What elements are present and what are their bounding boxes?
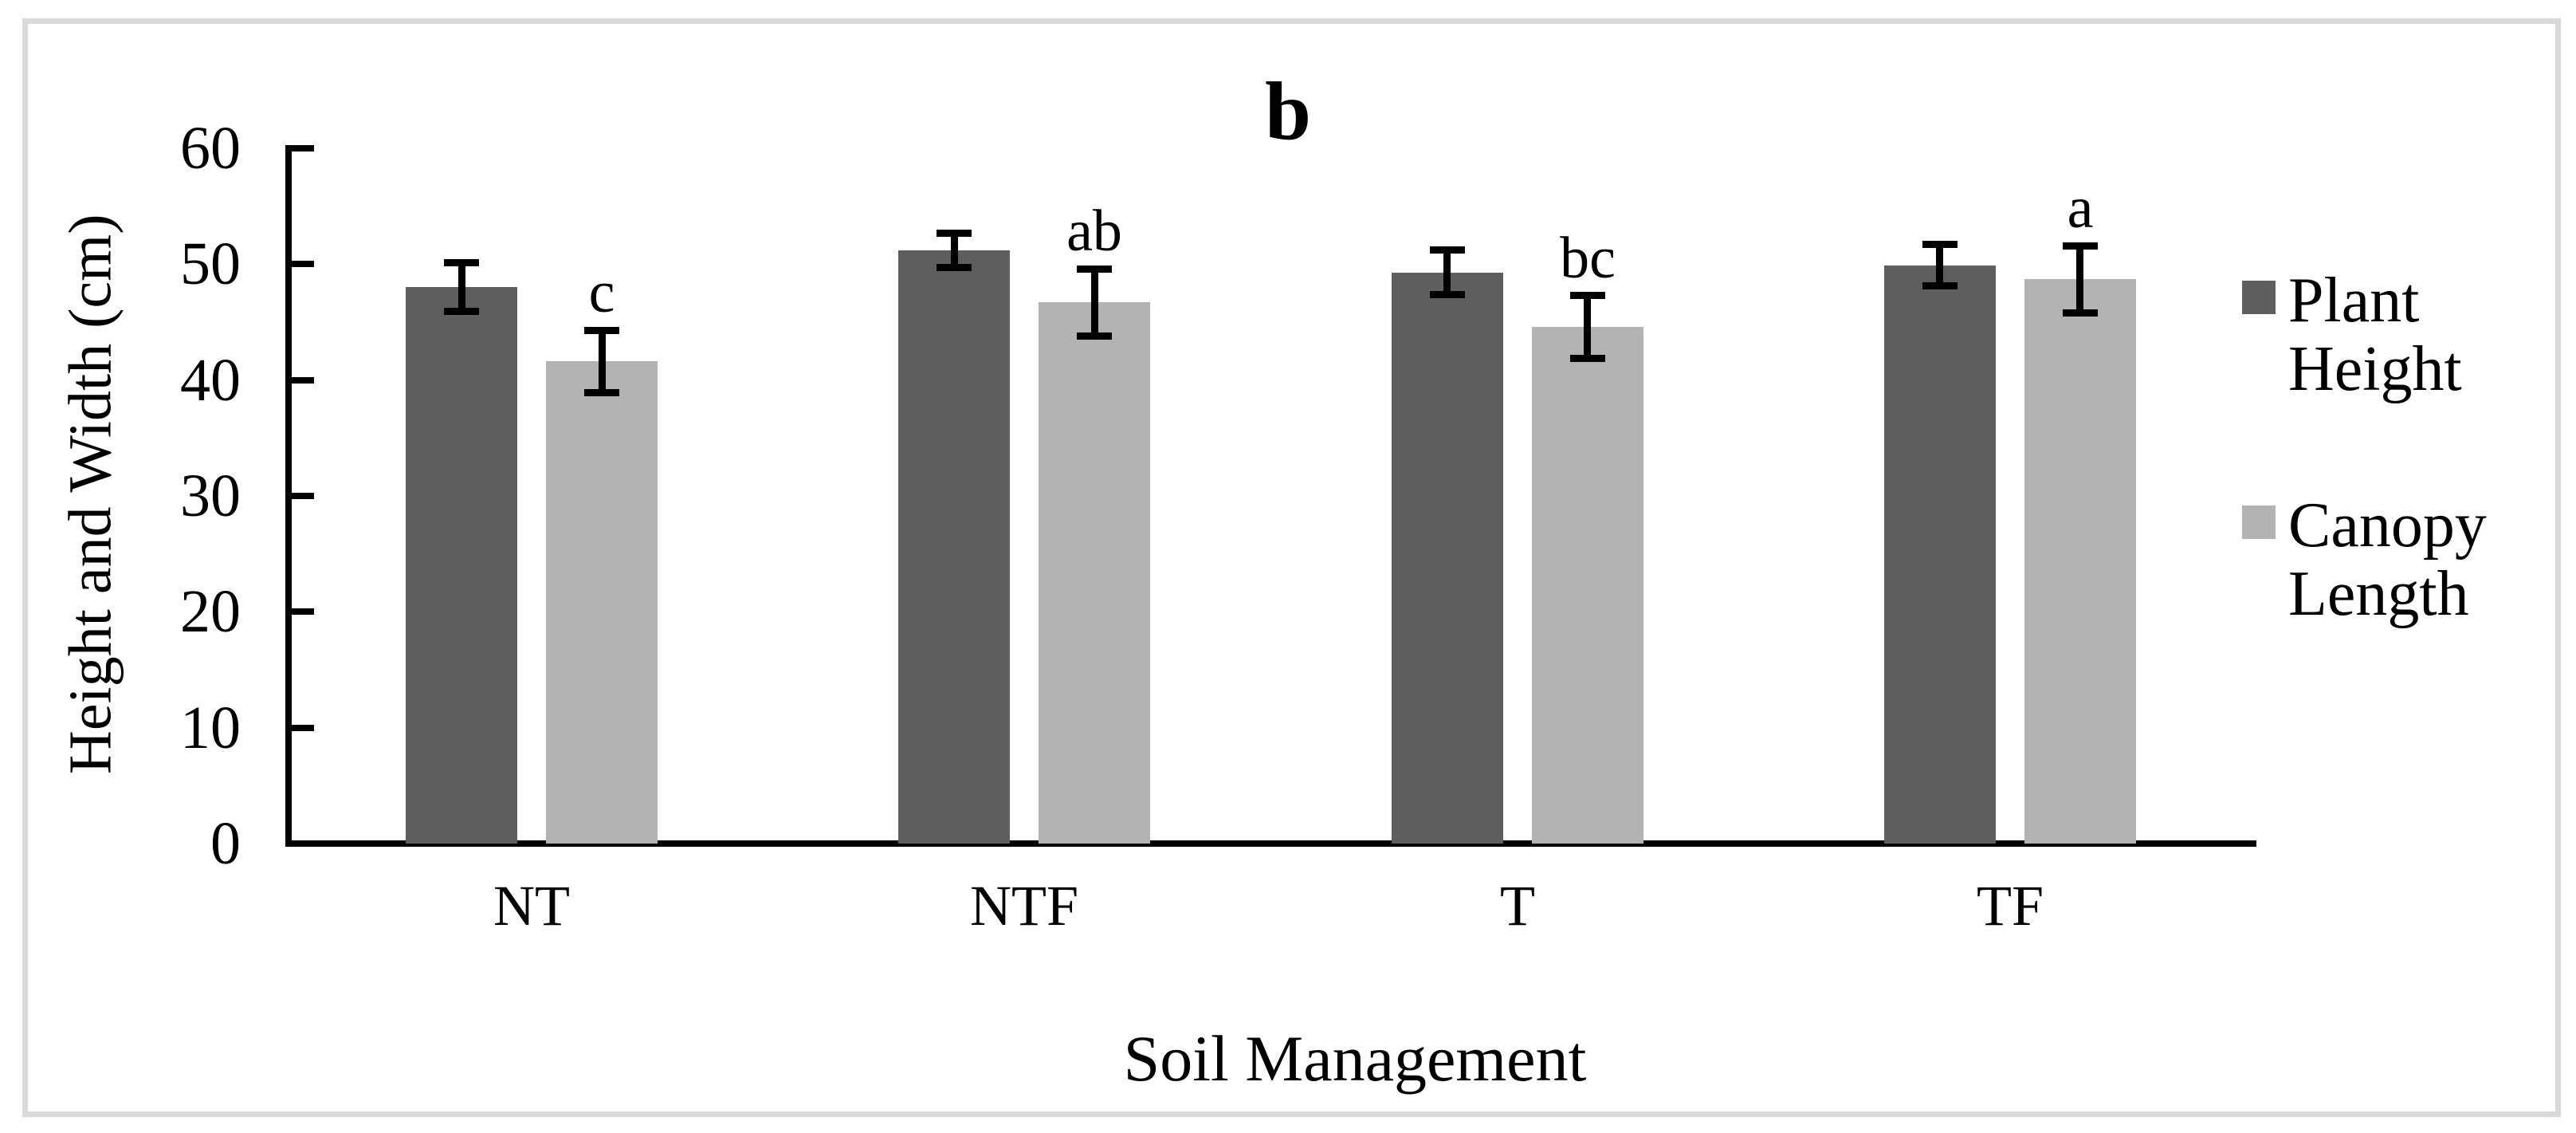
- significance-letter: bc: [1560, 226, 1616, 291]
- error-bar-cap-top: [1430, 246, 1465, 254]
- y-tick-label: 40: [180, 347, 241, 414]
- y-tick: [292, 377, 314, 384]
- bar-canopy-length: [2024, 279, 2136, 844]
- y-tick-label: 50: [180, 230, 241, 297]
- bar-plant-height: [1884, 266, 1996, 844]
- error-bar-cap-bottom: [1922, 282, 1958, 289]
- error-bar-line: [1584, 296, 1591, 358]
- bar-canopy-length: [1532, 327, 1643, 844]
- error-bar-line: [458, 263, 465, 312]
- x-category-label: NTF: [969, 874, 1079, 938]
- error-bar-cap-top: [584, 327, 619, 334]
- significance-letter: ab: [1066, 199, 1122, 264]
- error-bar-cap-bottom: [584, 389, 619, 396]
- chart-title: b: [1265, 65, 1311, 157]
- legend-label: Canopy Length: [2288, 490, 2487, 629]
- legend-swatch: [2242, 506, 2276, 539]
- y-axis-line: [285, 145, 292, 847]
- error-bar-cap-top: [937, 230, 972, 237]
- x-category-label: TF: [1976, 874, 2044, 938]
- y-tick-label: 30: [180, 462, 241, 529]
- error-bar-cap-bottom: [937, 264, 972, 271]
- legend-swatch: [2242, 281, 2276, 314]
- significance-letter: c: [588, 260, 615, 325]
- error-bar-cap-top: [1570, 292, 1605, 299]
- error-bar-line: [1091, 269, 1098, 336]
- error-bar-cap-top: [2063, 242, 2098, 250]
- y-tick-label: 60: [180, 115, 241, 182]
- significance-letter: a: [2067, 175, 2094, 241]
- y-tick: [292, 145, 314, 151]
- bar-plant-height: [406, 287, 517, 844]
- y-tick: [292, 261, 314, 267]
- error-bar-cap-bottom: [1430, 291, 1465, 298]
- error-bar-line: [1443, 250, 1451, 294]
- legend-label: Plant Height: [2288, 266, 2462, 404]
- x-category-label: NT: [493, 874, 570, 938]
- error-bar-cap-top: [1922, 241, 1958, 248]
- legend-item: Plant Height: [2242, 266, 2527, 403]
- error-bar-cap-bottom: [1077, 332, 1112, 340]
- error-bar-line: [2076, 246, 2083, 313]
- bar-canopy-length: [1039, 302, 1150, 844]
- legend-item: Canopy Length: [2242, 491, 2527, 628]
- error-bar-line: [1936, 245, 1943, 286]
- error-bar-line: [599, 330, 606, 392]
- figure-border: [22, 18, 2561, 1117]
- error-bar-cap-bottom: [444, 308, 479, 315]
- x-axis-line: [285, 840, 2256, 847]
- bar-plant-height: [1392, 273, 1503, 844]
- y-tick: [292, 608, 314, 615]
- y-tick: [292, 493, 314, 499]
- y-tick-label: 0: [210, 810, 241, 877]
- y-tick: [292, 725, 314, 731]
- bar-plant-height: [898, 250, 1010, 844]
- y-tick-label: 10: [180, 694, 241, 761]
- error-bar-cap-top: [444, 259, 479, 266]
- error-bar-cap-top: [1077, 266, 1112, 273]
- error-bar-cap-bottom: [1570, 355, 1605, 362]
- error-bar-line: [951, 233, 958, 268]
- error-bar-cap-bottom: [2063, 309, 2098, 317]
- x-axis-title: Soil Management: [1123, 1022, 1587, 1095]
- y-tick-label: 20: [180, 578, 241, 645]
- x-category-label: T: [1500, 874, 1535, 938]
- bar-canopy-length: [546, 361, 658, 844]
